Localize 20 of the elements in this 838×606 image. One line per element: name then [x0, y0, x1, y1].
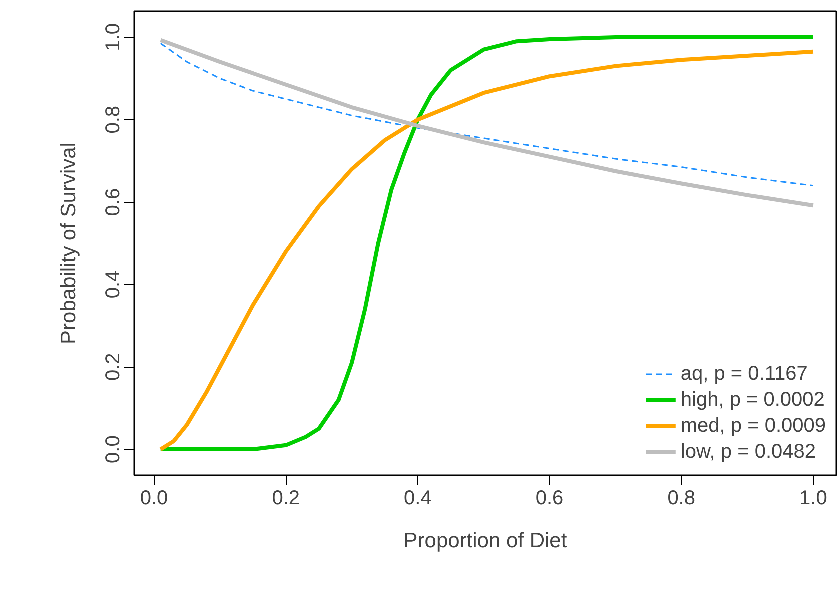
line-series: [158, 38, 816, 208]
x-tick-label: 0.0: [140, 488, 168, 510]
x-tick-label: 0.2: [272, 488, 300, 510]
legend-label: med, p = 0.0009: [680, 414, 826, 438]
y-tick-label: 0.2: [102, 353, 124, 382]
legend-label: low, p = 0.0482: [680, 440, 816, 464]
legend-label: aq, p = 0.1167: [680, 362, 808, 386]
y-tick-label: 1.0: [102, 24, 124, 52]
x-axis-title: Proportion of Diet: [404, 530, 568, 552]
x-tick-label: 0.8: [668, 488, 696, 510]
y-tick-label: 0.4: [102, 270, 124, 299]
y-axis-title: Probability of Survival: [58, 142, 80, 344]
y-tick-label: 0.0: [102, 436, 124, 464]
legend-label: high, p = 0.0002: [680, 388, 825, 412]
x-tick-label: 0.6: [536, 488, 564, 510]
x-tick-label: 0.4: [404, 488, 432, 510]
x-tick-label: 1.0: [800, 488, 828, 510]
y-tick-label: 0.6: [102, 188, 124, 216]
y-tick-label: 0.8: [102, 106, 124, 134]
line-series: [160, 42, 814, 187]
